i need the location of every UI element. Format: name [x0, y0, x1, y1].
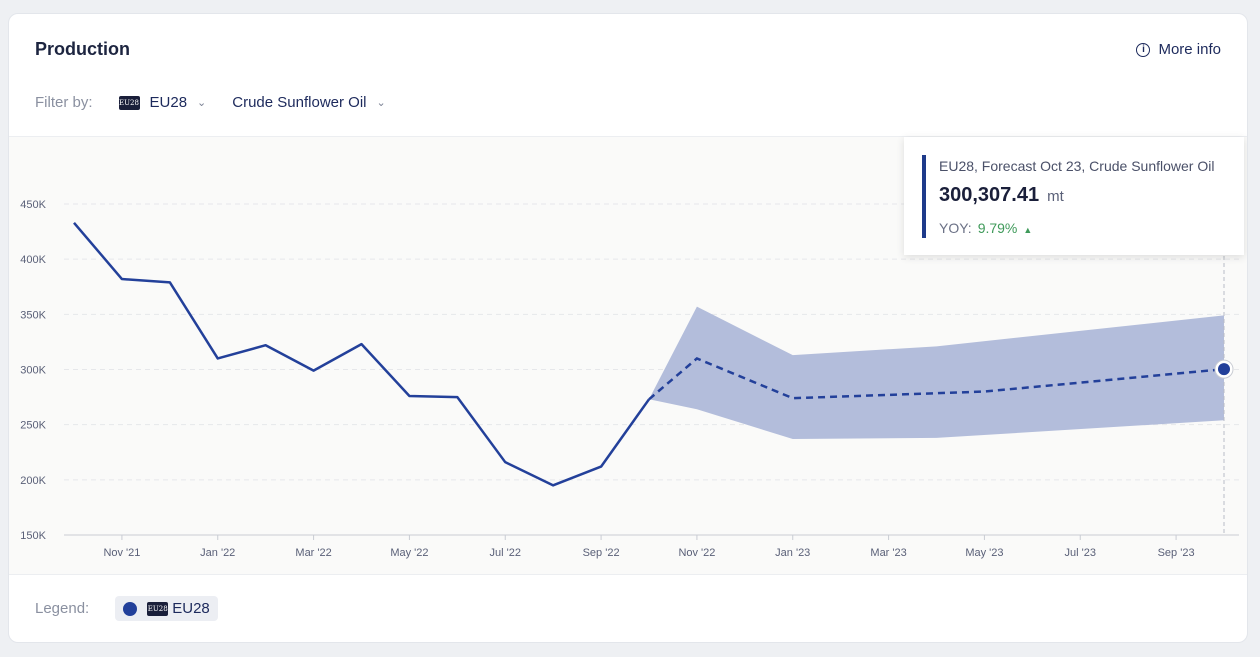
y-tick-label: 400K	[20, 254, 46, 266]
more-info-label: More info	[1158, 41, 1221, 58]
forecast-series-line	[648, 357, 1225, 401]
x-tick-label: Sep '22	[583, 547, 620, 559]
eu-flag-icon: EU28	[118, 95, 140, 110]
x-tick-label: Nov '21	[103, 547, 140, 559]
legend-label: Legend:	[35, 600, 90, 617]
chevron-down-icon: ⌄	[376, 97, 386, 109]
region-value: EU28	[149, 94, 188, 111]
filter-label: Filter by:	[35, 94, 93, 111]
y-tick-label: 250K	[20, 420, 46, 432]
y-tick-label: 200K	[20, 475, 46, 487]
tooltip-yoy: YOY: 9.79% ▲	[939, 220, 1032, 236]
y-tick-label: 450K	[20, 199, 46, 211]
tooltip-value-number: 300,307.41	[939, 184, 1040, 206]
legend-series-name: EU28	[172, 600, 210, 617]
yoy-label: YOY:	[939, 220, 972, 236]
tooltip-title: EU28, Forecast Oct 23, Crude Sunflower O…	[939, 158, 1215, 174]
x-tick-label: Sep '23	[1158, 547, 1195, 559]
region-dropdown[interactable]: EU28 EU28 ⌄	[118, 94, 207, 111]
legend: Legend: EU28 EU28	[35, 596, 218, 621]
product-value: Crude Sunflower Oil	[232, 94, 367, 111]
filter-bar: Filter by: EU28 EU28 ⌄ Crude Sunflower O…	[35, 94, 412, 111]
actual-series-line	[73, 221, 651, 487]
chart-tooltip: EU28, Forecast Oct 23, Crude Sunflower O…	[904, 137, 1244, 255]
x-tick-label: May '22	[390, 547, 428, 559]
x-tick-label: Jan '22	[200, 547, 235, 559]
production-chart[interactable]: 150K 200K 250K 300K 350K 400K 450K Nov '21 Jan '…	[9, 137, 1247, 574]
yoy-value: 9.79%	[977, 220, 1018, 236]
y-tick-label: 300K	[20, 365, 46, 377]
page-title: Production	[35, 39, 130, 59]
tooltip-value: 300,307.41 mt	[939, 184, 1064, 207]
tooltip-unit: mt	[1047, 188, 1064, 205]
y-tick-label: 150K	[20, 530, 46, 542]
x-tick-label: Jul '23	[1065, 547, 1096, 559]
eu-flag-icon: EU28	[147, 601, 169, 616]
up-arrow-icon: ▲	[1023, 225, 1033, 235]
highlight-point	[1218, 363, 1230, 376]
forecast-band	[649, 306, 1224, 440]
legend-item-eu28[interactable]: EU28 EU28	[115, 596, 218, 621]
tooltip-accent-bar	[922, 155, 926, 238]
y-tick-label: 350K	[20, 309, 46, 321]
x-tick-label: Nov '22	[678, 547, 715, 559]
legend-dot-icon	[123, 601, 138, 616]
x-tick-label: Mar '22	[295, 547, 331, 559]
chevron-down-icon: ⌄	[197, 97, 207, 109]
x-tick-label: May '23	[965, 547, 1003, 559]
x-tick-label: Mar '23	[870, 547, 906, 559]
more-info-link[interactable]: i More info	[1136, 41, 1221, 58]
x-tick-label: Jan '23	[775, 547, 810, 559]
info-icon: i	[1136, 42, 1151, 57]
production-card: Production i More info Filter by: EU28 E…	[8, 13, 1248, 643]
product-dropdown[interactable]: Crude Sunflower Oil ⌄	[232, 94, 385, 111]
x-tick-label: Jul '22	[490, 547, 521, 559]
